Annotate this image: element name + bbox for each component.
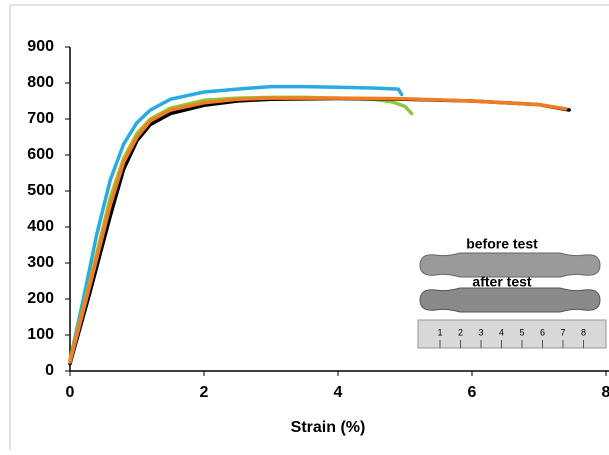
ruler-label: 3 (478, 327, 483, 337)
annotation: after test (472, 274, 531, 290)
y-tick-label: 900 (27, 38, 54, 55)
x-tick-label: 0 (66, 384, 75, 401)
ruler-label: 6 (540, 327, 545, 337)
y-tick-label: 100 (27, 326, 54, 343)
x-tick-label: 8 (602, 384, 609, 401)
specimen-photo: before test after test 1 2 3 4 5 6 7 8 (415, 232, 607, 352)
ruler-label: 5 (519, 327, 524, 337)
ruler-label: 2 (458, 327, 463, 337)
ruler-label: 8 (581, 327, 586, 337)
ruler (417, 319, 607, 349)
x-tick-label: 4 (334, 384, 343, 401)
y-tick-label: 200 (27, 290, 54, 307)
y-tick-label: 600 (27, 146, 54, 163)
y-tick-label: 500 (27, 182, 54, 199)
ruler-label: 1 (437, 327, 442, 337)
y-tick-label: 0 (45, 362, 54, 379)
specimen-before (419, 252, 601, 278)
series-line (68, 84, 404, 362)
series-line (68, 96, 568, 364)
y-tick-label: 800 (27, 74, 54, 91)
annotation: before test (466, 236, 538, 252)
x-axis-label: Strain (%) (291, 419, 366, 436)
y-tick-label: 300 (27, 254, 54, 271)
y-tick-label: 700 (27, 110, 54, 127)
y-tick-label: 400 (27, 218, 54, 235)
ruler-label: 4 (499, 327, 504, 337)
x-tick-label: 6 (468, 384, 477, 401)
specimen-after (419, 287, 601, 313)
series-line (68, 95, 414, 362)
ruler-label: 7 (560, 327, 565, 337)
x-tick-label: 2 (200, 384, 209, 401)
